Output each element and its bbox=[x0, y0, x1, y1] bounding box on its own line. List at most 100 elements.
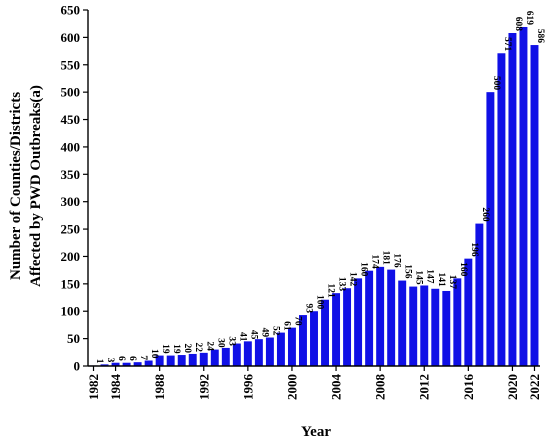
y-tick-label-50: 50 bbox=[67, 331, 80, 346]
data-label-2015: 160 bbox=[458, 262, 468, 277]
bar-1984 bbox=[111, 362, 120, 366]
bar-1999 bbox=[276, 332, 285, 366]
data-label-1996: 45 bbox=[248, 330, 258, 340]
bar-2016 bbox=[464, 258, 473, 366]
data-label-2004: 133 bbox=[337, 277, 347, 292]
data-label-2012: 147 bbox=[425, 269, 435, 284]
data-label-1985: 6 bbox=[127, 356, 137, 361]
x-ticks-group: 1982 1984 1988 1992 1996 2000 2004 2008 2012 2016… bbox=[86, 366, 542, 400]
y-tick-label-150: 150 bbox=[61, 276, 81, 291]
y-tick-label-200: 200 bbox=[61, 249, 81, 264]
x-tick-label-2000: 2000 bbox=[284, 374, 299, 400]
bar-2021 bbox=[519, 26, 528, 366]
data-label-2008: 181 bbox=[381, 251, 391, 266]
x-tick-label-2016: 2016 bbox=[461, 374, 476, 401]
data-label-2007: 174 bbox=[370, 254, 380, 269]
data-label-2006: 160 bbox=[359, 262, 369, 277]
data-label-2022: 586 bbox=[535, 29, 545, 44]
y-tick-label-450: 450 bbox=[61, 112, 81, 127]
bar-1995 bbox=[232, 343, 241, 366]
x-tick-label-1996: 1996 bbox=[240, 374, 255, 401]
data-label-2011: 145 bbox=[414, 270, 424, 285]
bar-1993 bbox=[210, 349, 219, 366]
y-tick-label-100: 100 bbox=[61, 304, 81, 319]
y-axis-title: Number of Counties/Districts Affected by… bbox=[8, 85, 44, 287]
bar-2015 bbox=[453, 278, 462, 366]
data-label-2001: 93 bbox=[303, 304, 313, 314]
y-tick-label-250: 250 bbox=[61, 222, 81, 237]
data-label-1989: 19 bbox=[171, 344, 181, 354]
data-label-2014: 137 bbox=[447, 275, 457, 290]
bar-1987 bbox=[144, 360, 153, 366]
bar-1989 bbox=[166, 355, 175, 366]
bar-1985 bbox=[122, 362, 131, 366]
x-tick-label-1992: 1992 bbox=[196, 374, 211, 400]
data-label-1988: 19 bbox=[160, 344, 170, 354]
data-label-2003: 121 bbox=[326, 283, 336, 298]
bar-2019 bbox=[497, 53, 506, 367]
bar-1992 bbox=[199, 352, 208, 366]
data-label-2019: 571 bbox=[502, 37, 512, 52]
data-label-1982: 1 bbox=[94, 359, 104, 364]
bar-2002 bbox=[310, 311, 318, 366]
bar-2007 bbox=[365, 270, 374, 366]
bar-2010 bbox=[398, 280, 407, 366]
data-label-2016: 196 bbox=[469, 242, 479, 257]
bar-2017 bbox=[475, 223, 484, 366]
data-label-2009: 176 bbox=[392, 253, 402, 268]
bar-1991 bbox=[188, 353, 197, 366]
bar-2020 bbox=[508, 33, 517, 366]
data-label-2020: 608 bbox=[513, 17, 523, 32]
x-tick-label-1982: 1982 bbox=[86, 374, 101, 400]
y-tick-label-0: 0 bbox=[74, 359, 81, 374]
data-label-1983: 3 bbox=[105, 358, 115, 363]
bar-2000 bbox=[287, 327, 296, 366]
bar-2018 bbox=[486, 92, 495, 367]
data-label-2018: 500 bbox=[491, 76, 501, 91]
bar-2022 bbox=[530, 45, 539, 367]
bar-1996 bbox=[243, 341, 252, 366]
bar-1998 bbox=[265, 337, 274, 366]
x-tick-label-1984: 1984 bbox=[108, 374, 123, 401]
data-label-2005: 142 bbox=[348, 272, 358, 287]
data-label-2017: 260 bbox=[480, 207, 490, 222]
x-tick-label-2020: 2020 bbox=[505, 374, 520, 400]
bar-1986 bbox=[133, 362, 142, 366]
data-label-1987: 10 bbox=[149, 349, 159, 359]
bar-2009 bbox=[387, 269, 396, 366]
bar-2008 bbox=[376, 266, 385, 366]
y-tick-label-500: 500 bbox=[61, 85, 81, 100]
bar-2005 bbox=[343, 288, 352, 366]
bar-2013 bbox=[431, 288, 440, 366]
y-tick-label-650: 650 bbox=[61, 3, 81, 18]
data-label-1994: 33 bbox=[226, 336, 236, 346]
bar-2012 bbox=[420, 285, 429, 366]
data-label-1997: 49 bbox=[259, 328, 269, 338]
axes-group bbox=[87, 10, 540, 367]
y-ticks-group: 0 50 100 150 200 250 300 350 400 450 500 550 600 650 bbox=[61, 3, 88, 374]
data-label-1984: 6 bbox=[116, 356, 126, 361]
y-tick-label-400: 400 bbox=[61, 139, 81, 154]
bar-2011 bbox=[409, 286, 418, 366]
bar-2001 bbox=[299, 315, 307, 366]
bar-2003 bbox=[321, 299, 329, 366]
data-label-1999: 61 bbox=[281, 321, 291, 331]
data-label-1990: 20 bbox=[182, 344, 192, 354]
y-tick-label-550: 550 bbox=[61, 57, 81, 72]
data-label-1992: 24 bbox=[204, 341, 214, 351]
data-label-2002: 100 bbox=[315, 295, 325, 310]
bar-2014 bbox=[442, 290, 451, 366]
x-tick-label-2008: 2008 bbox=[373, 374, 388, 401]
data-label-1995: 41 bbox=[237, 332, 247, 342]
bar-1997 bbox=[254, 339, 263, 366]
bar-1983 bbox=[100, 364, 109, 366]
data-label-1998: 52 bbox=[270, 326, 280, 336]
data-label-2000: 70 bbox=[292, 316, 302, 326]
x-tick-label-2012: 2012 bbox=[417, 374, 432, 400]
bar-1990 bbox=[177, 355, 186, 366]
bar-2004 bbox=[332, 293, 341, 366]
data-label-2010: 156 bbox=[403, 264, 413, 279]
data-label-1993: 30 bbox=[215, 338, 225, 348]
y-tick-label-300: 300 bbox=[61, 194, 81, 209]
